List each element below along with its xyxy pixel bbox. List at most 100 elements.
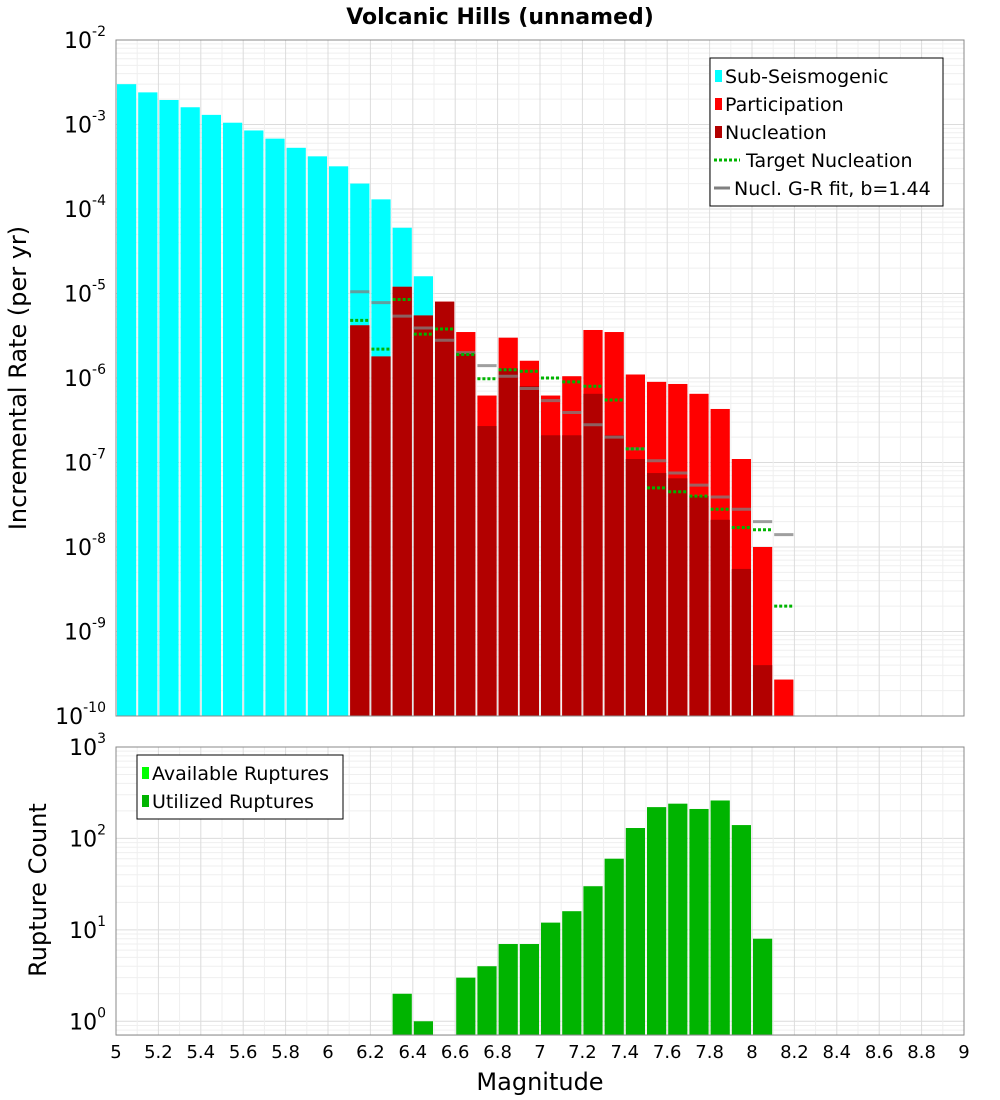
- nucleation-bar: [393, 287, 412, 716]
- rate-legend-label: Sub-Seismogenic: [725, 66, 889, 88]
- utilized-ruptures-bar: [541, 923, 560, 1035]
- sub-seismogenic-bar: [202, 115, 221, 716]
- sub-seismogenic-bar: [308, 156, 327, 716]
- count-legend-swatch: [142, 767, 149, 779]
- nucleation-bar: [499, 368, 518, 716]
- nucleation-bar: [435, 302, 454, 716]
- rate-y-tick-label: 10-10: [55, 700, 106, 730]
- chart-figure: Volcanic Hills (unnamed) 10-210-310-410-…: [0, 0, 1000, 1100]
- count-y-axis-label: Rupture Count: [24, 803, 52, 977]
- nucleation-bar: [541, 435, 560, 716]
- nucleation-bar: [711, 520, 730, 716]
- nucleation-bar: [583, 394, 602, 716]
- count-legend-label: Utilized Ruptures: [152, 791, 314, 813]
- sub-seismogenic-bar: [287, 148, 306, 716]
- x-axis-label: Magnitude: [476, 1068, 603, 1096]
- rate-y-axis-label: Incremental Rate (per yr): [4, 226, 32, 530]
- rate-y-ticks: 10-2 10-3 10-4 10-5 10-6 10-7 10-8 10-9 10-10: [55, 24, 106, 730]
- x-tick-label: 5: [110, 1042, 121, 1063]
- nucleation-bar: [350, 325, 369, 716]
- x-tick-labels: 5 5.2 5.4 5.6 5.8 6 6.2 6.4 6.6 6.8 7 7.2 7.4 7.6 7.8 8…: [110, 1042, 969, 1063]
- utilized-ruptures-bar: [711, 800, 730, 1035]
- x-tick-label: 5.6: [229, 1042, 258, 1063]
- utilized-ruptures-bar: [393, 994, 412, 1035]
- x-tick-label: 6.2: [356, 1042, 385, 1063]
- x-tick-label: 7.6: [653, 1042, 682, 1063]
- nucleation-bar: [689, 496, 708, 716]
- nucleation-bar: [371, 356, 390, 716]
- utilized-ruptures-bar: [562, 911, 581, 1035]
- nucleation-bar: [647, 473, 666, 716]
- sub-seismogenic-bar: [329, 166, 348, 716]
- nucleation-bar: [562, 435, 581, 716]
- rate-y-tick-label: 10-4: [64, 193, 106, 223]
- nucleation-bar: [732, 569, 751, 716]
- x-tick-label: 5.4: [186, 1042, 215, 1063]
- x-tick-label: 6.6: [441, 1042, 470, 1063]
- x-tick-label: 8.2: [780, 1042, 809, 1063]
- utilized-ruptures-bar: [647, 807, 666, 1035]
- sub-seismogenic-bar: [223, 123, 242, 716]
- utilized-ruptures-bar: [414, 1021, 433, 1035]
- rate-legend-swatch: [715, 126, 722, 138]
- rate-y-tick-label: 10-8: [64, 531, 106, 561]
- x-tick-label: 7.8: [695, 1042, 724, 1063]
- utilized-ruptures-bar: [732, 825, 751, 1035]
- rate-legend-label: Nucleation: [725, 122, 827, 144]
- count-legend-label: Available Ruptures: [152, 763, 329, 785]
- count-y-ticks: 103 102 101 100: [69, 731, 106, 1035]
- nucleation-bar: [456, 353, 475, 716]
- x-tick-label: 8.8: [907, 1042, 936, 1063]
- utilized-ruptures-bar: [689, 809, 708, 1035]
- x-tick-label: 6: [322, 1042, 333, 1063]
- count-y-tick-label: 101: [69, 914, 106, 944]
- count-legend-swatch: [142, 795, 149, 807]
- nucleation-bar: [477, 426, 496, 716]
- sub-seismogenic-bar: [159, 100, 178, 716]
- rate-y-tick-label: 10-7: [64, 447, 106, 477]
- nucleation-bar: [626, 459, 645, 716]
- sub-seismogenic-bar: [181, 107, 200, 716]
- utilized-ruptures-bar: [456, 978, 475, 1035]
- rate-legend-swatch: [715, 98, 722, 110]
- x-tick-label: 7: [534, 1042, 545, 1063]
- utilized-ruptures-bar: [668, 804, 687, 1035]
- count-y-tick-label: 102: [69, 822, 106, 852]
- x-tick-label: 8.6: [865, 1042, 894, 1063]
- rate-legend: Sub-Seismogenic Participation Nucleation Ta…: [710, 58, 943, 206]
- rate-legend-label: Participation: [725, 94, 844, 116]
- rate-y-tick-label: 10-9: [64, 616, 106, 646]
- nucleation-bar: [414, 315, 433, 716]
- rate-legend-swatch: [715, 70, 722, 82]
- nucleation-bar: [605, 435, 624, 716]
- nucleation-bar: [520, 386, 539, 716]
- x-tick-label: 6.4: [398, 1042, 427, 1063]
- x-tick-label: 7.2: [568, 1042, 597, 1063]
- count-legend: Available Ruptures Utilized Ruptures: [137, 755, 343, 819]
- chart-title: Volcanic Hills (unnamed): [346, 5, 654, 30]
- rate-y-tick-label: 10-2: [64, 24, 106, 54]
- utilized-ruptures-bar: [583, 886, 602, 1035]
- utilized-ruptures-bar: [520, 944, 539, 1035]
- sub-seismogenic-bar: [117, 84, 136, 716]
- nucleation-bar: [668, 478, 687, 716]
- rate-y-tick-label: 10-6: [64, 362, 106, 392]
- count-y-tick-label: 103: [69, 731, 106, 761]
- utilized-ruptures-bar: [605, 859, 624, 1035]
- rate-y-tick-label: 10-3: [64, 109, 106, 139]
- rate-legend-label: Target Nucleation: [745, 150, 913, 172]
- nucleation-bar: [753, 665, 772, 716]
- x-tick-label: 8.4: [822, 1042, 851, 1063]
- sub-seismogenic-bar: [265, 139, 284, 716]
- utilized-ruptures-bar: [753, 939, 772, 1035]
- utilized-ruptures-bar: [626, 828, 645, 1035]
- x-tick-label: 8: [746, 1042, 757, 1063]
- rate-y-tick-label: 10-5: [64, 278, 106, 308]
- utilized-ruptures-bar: [477, 966, 496, 1035]
- x-tick-label: 9: [958, 1042, 969, 1063]
- participation-bar: [774, 680, 793, 716]
- x-tick-label: 5.8: [271, 1042, 300, 1063]
- sub-seismogenic-bar: [244, 130, 263, 716]
- count-y-tick-label: 100: [69, 1005, 106, 1035]
- x-tick-label: 6.8: [483, 1042, 512, 1063]
